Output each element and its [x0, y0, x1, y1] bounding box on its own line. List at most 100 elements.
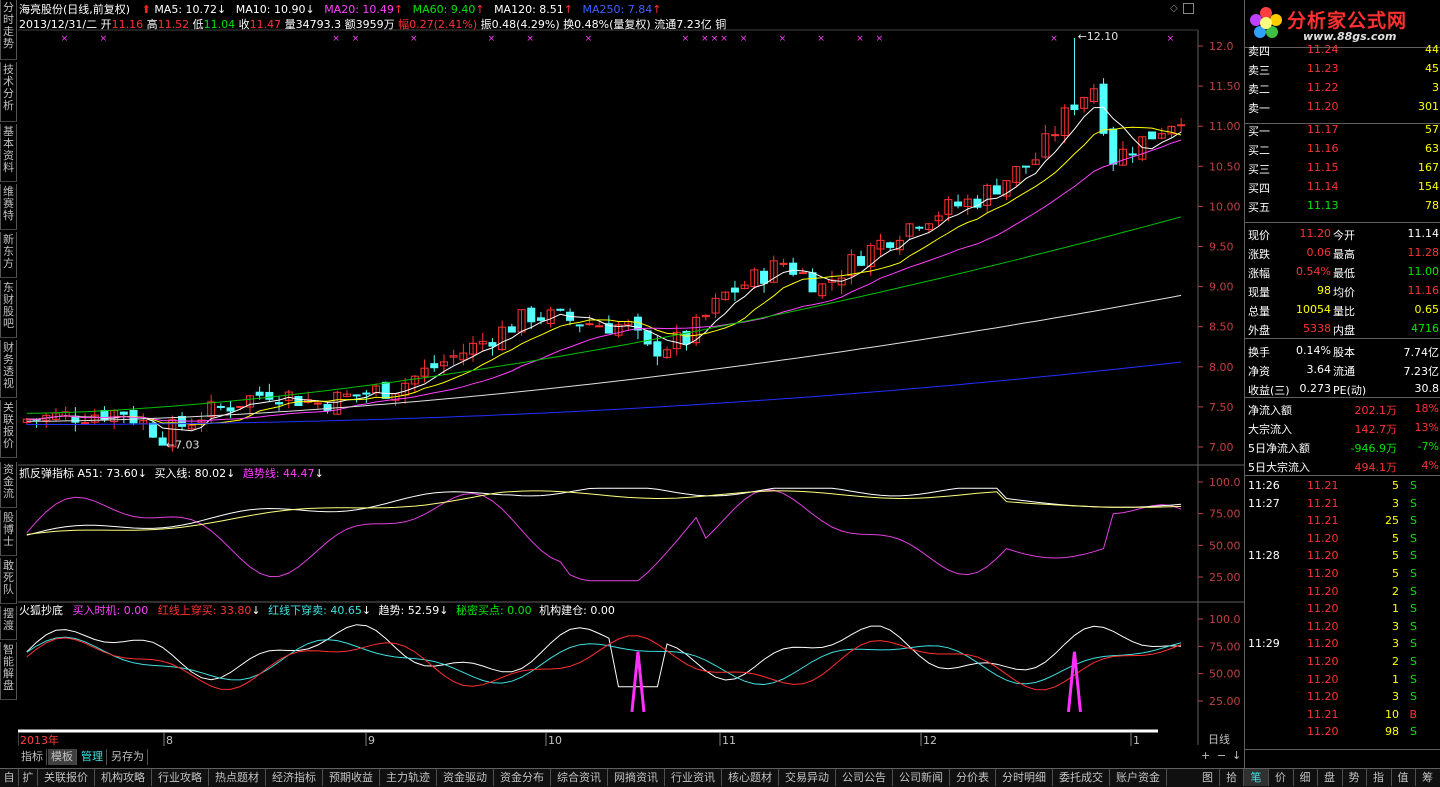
ind1-axis-label: 50.00 — [1209, 539, 1241, 552]
bottom-tab-17[interactable]: 公司新闻 — [893, 769, 950, 786]
book-price: 11.17 — [1307, 123, 1339, 136]
bottom-tab-11[interactable]: 综合资讯 — [551, 769, 608, 786]
quote-tab-1[interactable]: 价 — [1269, 769, 1294, 786]
quote-tab-5[interactable]: 指 — [1367, 769, 1392, 786]
bottom-tab-20[interactable]: 委托成交 — [1053, 769, 1110, 786]
left-tab-10[interactable]: 敢死队 — [0, 558, 17, 604]
left-tab-0[interactable]: 分时走势 — [0, 0, 17, 60]
subtab-save-as[interactable]: 另存为 — [108, 749, 148, 765]
bottom-tab-7[interactable]: 预期收益 — [323, 769, 380, 786]
bottom-tab-1[interactable]: 扩 — [19, 769, 38, 786]
bottom-tab-8[interactable]: 主力轨迹 — [380, 769, 437, 786]
bottom-tab-3[interactable]: 机构攻略 — [95, 769, 152, 786]
bottom-tab-14[interactable]: 核心题材 — [722, 769, 779, 786]
signal-marker: × — [410, 34, 418, 44]
left-tab-5[interactable]: 东财股吧 — [0, 280, 17, 338]
left-tab-6[interactable]: 财务透视 — [0, 340, 17, 398]
quote-tab-7[interactable]: 筹 — [1416, 769, 1440, 786]
bottom-tab-21[interactable]: 账户资金 — [1110, 769, 1167, 786]
bottom-tab-5[interactable]: 热点题材 — [209, 769, 266, 786]
left-tab-12[interactable]: 智能解盘 — [0, 642, 17, 700]
left-tab-8[interactable]: 资金流 — [0, 462, 17, 508]
zoom-in-icon[interactable]: + — [1201, 749, 1210, 762]
bottom-tab-16[interactable]: 公司公告 — [836, 769, 893, 786]
bottom-tab-12[interactable]: 网摘资讯 — [608, 769, 665, 786]
left-tab-4[interactable]: 新东方 — [0, 232, 17, 278]
chart-mode-tab-0[interactable]: 图 — [1196, 769, 1220, 786]
quote-tab-2[interactable]: 细 — [1293, 769, 1318, 786]
quote-tab-0[interactable]: 笔 — [1244, 769, 1269, 786]
subtab-manage[interactable]: 管理 — [78, 749, 107, 765]
kline-chart-area[interactable]: 12.011.5011.0010.5010.009.509.008.508.00… — [18, 0, 1244, 768]
left-tab-3[interactable]: 维赛特 — [0, 184, 17, 230]
bottom-tab-9[interactable]: 资金驱动 — [437, 769, 494, 786]
left-tab-7[interactable]: 关联报价 — [0, 400, 17, 458]
subtab-indicator[interactable]: 指标 — [18, 749, 47, 765]
bottom-tab-4[interactable]: 行业攻略 — [152, 769, 209, 786]
tick-side: S — [1410, 673, 1417, 686]
bottom-tab-15[interactable]: 交易异动 — [779, 769, 836, 786]
quote-tab-3[interactable]: 盘 — [1318, 769, 1343, 786]
left-tab-9[interactable]: 股博士 — [0, 510, 17, 556]
period-label[interactable]: 日线 — [1208, 731, 1230, 747]
signal-marker: × — [1167, 34, 1175, 44]
tick-time: 11:27 — [1248, 497, 1280, 510]
bottom-tab-10[interactable]: 资金分布 — [494, 769, 551, 786]
bottom-tab-0[interactable]: 自 — [0, 769, 19, 786]
flow-value: -946.9万 — [1351, 440, 1397, 456]
flow-row[interactable]: 5日净流入额-946.9万-7% — [1245, 437, 1440, 456]
bottom-tab-2[interactable]: 关联报价 — [38, 769, 95, 786]
bottom-tab-6[interactable]: 经济指标 — [266, 769, 323, 786]
quote-tab-4[interactable]: 势 — [1342, 769, 1367, 786]
down-arrow-icon[interactable]: ↓ — [1232, 749, 1241, 762]
chart-mode-tab-1[interactable]: 拾 — [1220, 769, 1244, 786]
left-tab-11[interactable]: 摆渡 — [0, 606, 17, 640]
bottom-tab-13[interactable]: 行业资讯 — [665, 769, 722, 786]
bottom-tab-19[interactable]: 分时明细 — [996, 769, 1053, 786]
quote-tab-6[interactable]: 值 — [1391, 769, 1416, 786]
left-tab-2[interactable]: 基本资料 — [0, 124, 17, 182]
tick-side: S — [1410, 514, 1417, 527]
zoom-out-icon[interactable]: − — [1217, 749, 1226, 762]
subtab-template[interactable]: 模板 — [48, 749, 77, 765]
left-tab-1[interactable]: 技术分析 — [0, 62, 17, 122]
bottom-tab-18[interactable]: 分价表 — [950, 769, 996, 786]
book-price: 11.20 — [1307, 100, 1339, 113]
